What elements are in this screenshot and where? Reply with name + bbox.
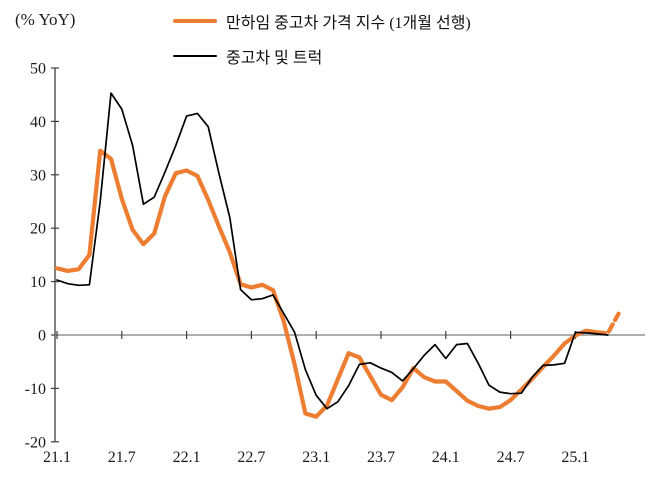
legend-label-manheim: 만하임 중고차 가격 지수 (1개월 선행): [226, 15, 471, 32]
series-used-cars-line: [56, 92, 609, 410]
x-tick-label: 23.7: [367, 449, 395, 466]
legend-label-used-cars: 중고차 및 트럭: [226, 50, 323, 67]
manheim-line-swatch: [173, 19, 217, 23]
x-tick-label: 25.1: [561, 449, 589, 466]
y-tick-label: 10: [30, 274, 46, 291]
x-tick-label: 24.7: [497, 449, 525, 466]
y-tick-label: 0: [38, 328, 46, 345]
legend: 만하임 중고차 가격 지수 (1개월 선행) 중고차 및 트럭: [173, 10, 471, 80]
y-tick-label: 40: [30, 114, 46, 131]
x-tick-label: 22.7: [237, 449, 265, 466]
used-cars-line-swatch: [173, 55, 217, 57]
y-axis-unit-label: (% YoY): [15, 10, 76, 29]
x-tick-label: 23.1: [302, 449, 330, 466]
y-tick-label: 20: [30, 221, 46, 238]
series-manheim-line-dashed-tail: [594, 311, 621, 336]
x-tick-label: 22.1: [173, 449, 201, 466]
y-tick-label: 50: [30, 61, 46, 78]
x-tick-label: 24.1: [432, 449, 460, 466]
legend-item-used-cars: 중고차 및 트럭: [173, 45, 471, 67]
y-tick-label: 30: [30, 167, 46, 184]
series-manheim-line: [54, 148, 600, 419]
y-tick-label: -10: [25, 381, 46, 398]
legend-item-manheim: 만하임 중고차 가격 지수 (1개월 선행): [173, 10, 471, 32]
y-tick-label: -20: [25, 434, 46, 451]
x-tick-label: 21.1: [43, 449, 71, 466]
x-tick-label: 21.7: [108, 449, 136, 466]
